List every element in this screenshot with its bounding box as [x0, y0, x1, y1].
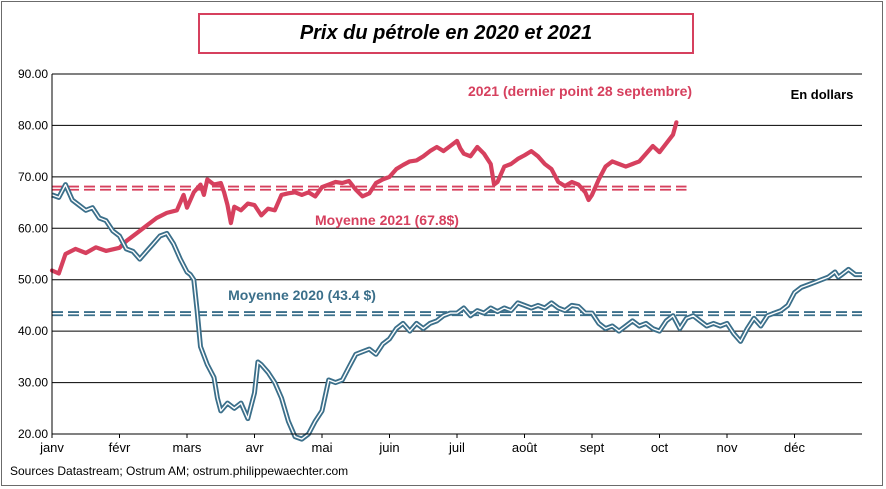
x-tick-label: mars [173, 440, 202, 455]
series-line-2020-inner [51, 183, 862, 440]
label-series-2021: 2021 (dernier point 28 septembre) [468, 83, 692, 99]
x-axis-ticks: janv févr mars avr mai juin juil août sept oct nov… [39, 434, 805, 455]
x-tick-label: juil [448, 440, 465, 455]
source-note: Sources Datastream; Ostrum AM; ostrum.ph… [10, 464, 349, 478]
x-tick-label: mai [312, 440, 333, 455]
x-tick-label: sept [580, 440, 605, 455]
title-box: Prix du pétrole en 2020 et 2021 [198, 13, 694, 54]
y-tick-label: 30.00 [18, 376, 48, 390]
reference-lines [52, 185, 862, 317]
y-tick-label: 70.00 [18, 170, 48, 184]
x-tick-label: déc [784, 440, 805, 455]
series-lines [49, 120, 862, 442]
label-average-2020: Moyenne 2020 (43.4 $) [228, 287, 376, 303]
gridlines [52, 73, 862, 435]
x-tick-label: août [512, 440, 538, 455]
series-line-2021 [49, 120, 679, 276]
x-tick-label: avr [245, 440, 264, 455]
y-tick-label: 20.00 [18, 427, 48, 441]
x-tick-label: juin [378, 440, 399, 455]
x-tick-label: févr [109, 440, 131, 455]
y-tick-label: 90.00 [18, 67, 48, 81]
x-tick-label: oct [651, 440, 669, 455]
x-tick-label: nov [717, 440, 738, 455]
axes [51, 74, 862, 435]
x-tick-label: janv [39, 440, 64, 455]
chart-title: Prix du pétrole en 2020 et 2021 [299, 22, 593, 44]
label-average-2021: Moyenne 2021 (67.8$) [315, 212, 459, 228]
unit-label: En dollars [791, 87, 854, 102]
y-tick-label: 60.00 [18, 221, 48, 235]
y-tick-label: 50.00 [18, 273, 48, 287]
y-axis-ticks: 20.00 30.00 40.00 50.00 60.00 70.00 80.00 90.00 [18, 67, 48, 441]
y-tick-label: 80.00 [18, 118, 48, 132]
y-tick-label: 40.00 [18, 324, 48, 338]
